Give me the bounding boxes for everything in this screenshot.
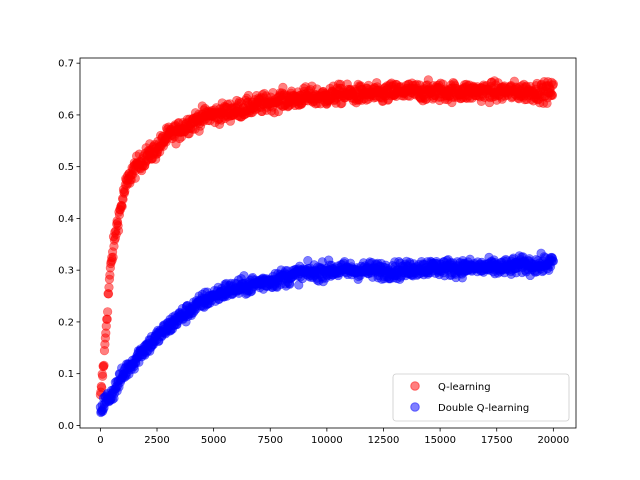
- legend-marker-q-learning: [410, 381, 420, 391]
- scatter-point: [130, 173, 140, 183]
- scatter-point: [547, 90, 558, 100]
- series-double-q-learning: [95, 248, 558, 418]
- legend-label-q-learning: Q-learning: [438, 382, 491, 393]
- legend-label-double-q-learning: Double Q-learning: [438, 403, 529, 414]
- x-tick-label: 7500: [258, 435, 283, 446]
- scatter-point: [548, 79, 558, 89]
- scatter-point: [108, 252, 118, 262]
- x-tick-label: 17500: [481, 435, 513, 446]
- y-tick-label: 0.4: [58, 214, 74, 225]
- y-tick-label: 0.2: [58, 317, 74, 328]
- x-axis: 0 2500 5000 7500 10000 12500 15000 17500 20000: [97, 428, 569, 446]
- plot-frame: [79, 57, 577, 429]
- scatter-point: [98, 371, 108, 381]
- x-tick-label: 0: [97, 435, 103, 446]
- x-tick-label: 20000: [537, 435, 569, 446]
- x-tick-label: 5000: [201, 435, 226, 446]
- series-q-learning: [95, 75, 558, 400]
- data-marks: [95, 75, 558, 418]
- scatter-point: [548, 256, 558, 266]
- y-tick-label: 0.6: [58, 110, 74, 121]
- scatter-point: [97, 383, 107, 393]
- y-tick-label: 0.7: [58, 59, 74, 70]
- y-axis: 0.0 0.1 0.2 0.3 0.4 0.5 0.6 0.7: [58, 59, 80, 432]
- x-tick-label: 10000: [311, 435, 343, 446]
- scatter-point: [103, 307, 113, 317]
- y-tick-label: 0.0: [58, 421, 74, 432]
- x-tick-label: 2500: [144, 435, 169, 446]
- y-tick-label: 0.1: [58, 369, 74, 380]
- scatter-point: [104, 282, 114, 293]
- scatter-point: [113, 226, 124, 236]
- legend: Q-learning Double Q-learning: [392, 373, 570, 422]
- scatter-point: [99, 360, 109, 370]
- legend-box: [392, 373, 570, 422]
- x-tick-label: 15000: [424, 435, 456, 446]
- y-tick-label: 0.3: [58, 266, 74, 277]
- x-tick-label: 12500: [368, 435, 400, 446]
- y-tick-label: 0.5: [58, 162, 74, 173]
- legend-marker-double-q-learning: [410, 402, 420, 412]
